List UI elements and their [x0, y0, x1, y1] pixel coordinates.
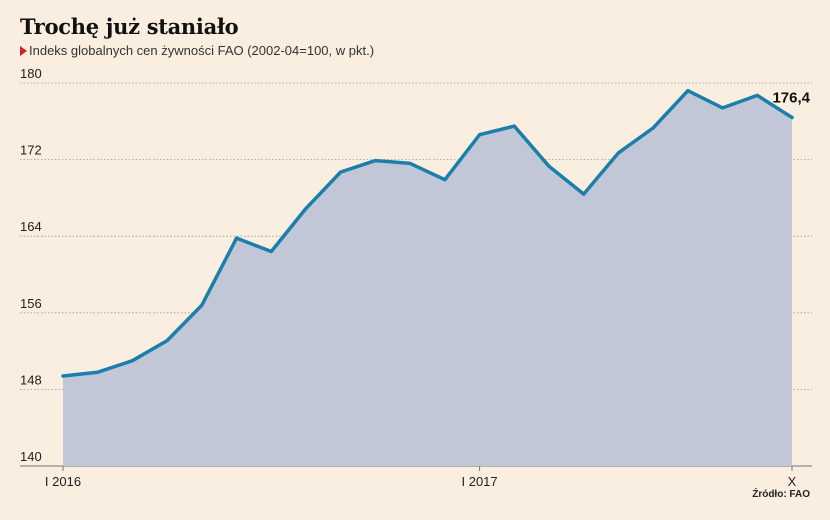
- y-tick-label: 148: [20, 372, 42, 387]
- data-point: [512, 124, 516, 128]
- y-tick-label: 156: [20, 296, 42, 311]
- y-axis-labels: 140 148 156 164 172 180: [20, 66, 42, 464]
- data-point: [200, 303, 204, 307]
- data-point: [235, 236, 239, 240]
- chart-subtitle: Indeks globalnych cen żywności FAO (2002…: [20, 43, 374, 58]
- data-point: [721, 106, 725, 110]
- last-value-label: 176,4: [772, 89, 810, 106]
- y-tick-label: 164: [20, 219, 42, 234]
- chart-title: Trochę już staniało: [20, 14, 239, 39]
- data-point: [408, 161, 412, 165]
- y-tick-label: 172: [20, 143, 42, 158]
- data-point: [755, 93, 759, 97]
- data-point: [790, 115, 794, 119]
- data-point: [373, 159, 377, 163]
- data-point: [96, 370, 100, 374]
- data-point: [165, 339, 169, 343]
- subtitle-text: Indeks globalnych cen żywności FAO (2002…: [29, 43, 375, 58]
- data-point: [130, 359, 134, 363]
- chart-area-fill: [63, 90, 792, 466]
- data-point: [443, 178, 447, 182]
- data-point: [547, 164, 551, 168]
- chart-series-line: [61, 88, 794, 378]
- x-tick-label: I 2017: [461, 474, 497, 489]
- y-tick-label: 140: [20, 449, 42, 464]
- x-tick-label: I 2016: [45, 474, 81, 489]
- x-tick-label: X: [788, 474, 797, 489]
- data-points: [61, 89, 794, 378]
- data-point: [339, 170, 343, 174]
- source-note: Źródło: FAO: [752, 489, 810, 500]
- data-point: [478, 133, 482, 137]
- data-point: [651, 126, 655, 130]
- y-tick-label: 180: [20, 66, 42, 81]
- data-point: [61, 374, 65, 378]
- data-point: [686, 89, 690, 93]
- x-axis-labels: I 2016 I 2017 X: [45, 466, 797, 489]
- data-point: [269, 250, 273, 254]
- data-point: [616, 151, 620, 155]
- data-point: [304, 206, 308, 210]
- data-point: [582, 192, 586, 196]
- subtitle-marker-icon: [20, 46, 27, 56]
